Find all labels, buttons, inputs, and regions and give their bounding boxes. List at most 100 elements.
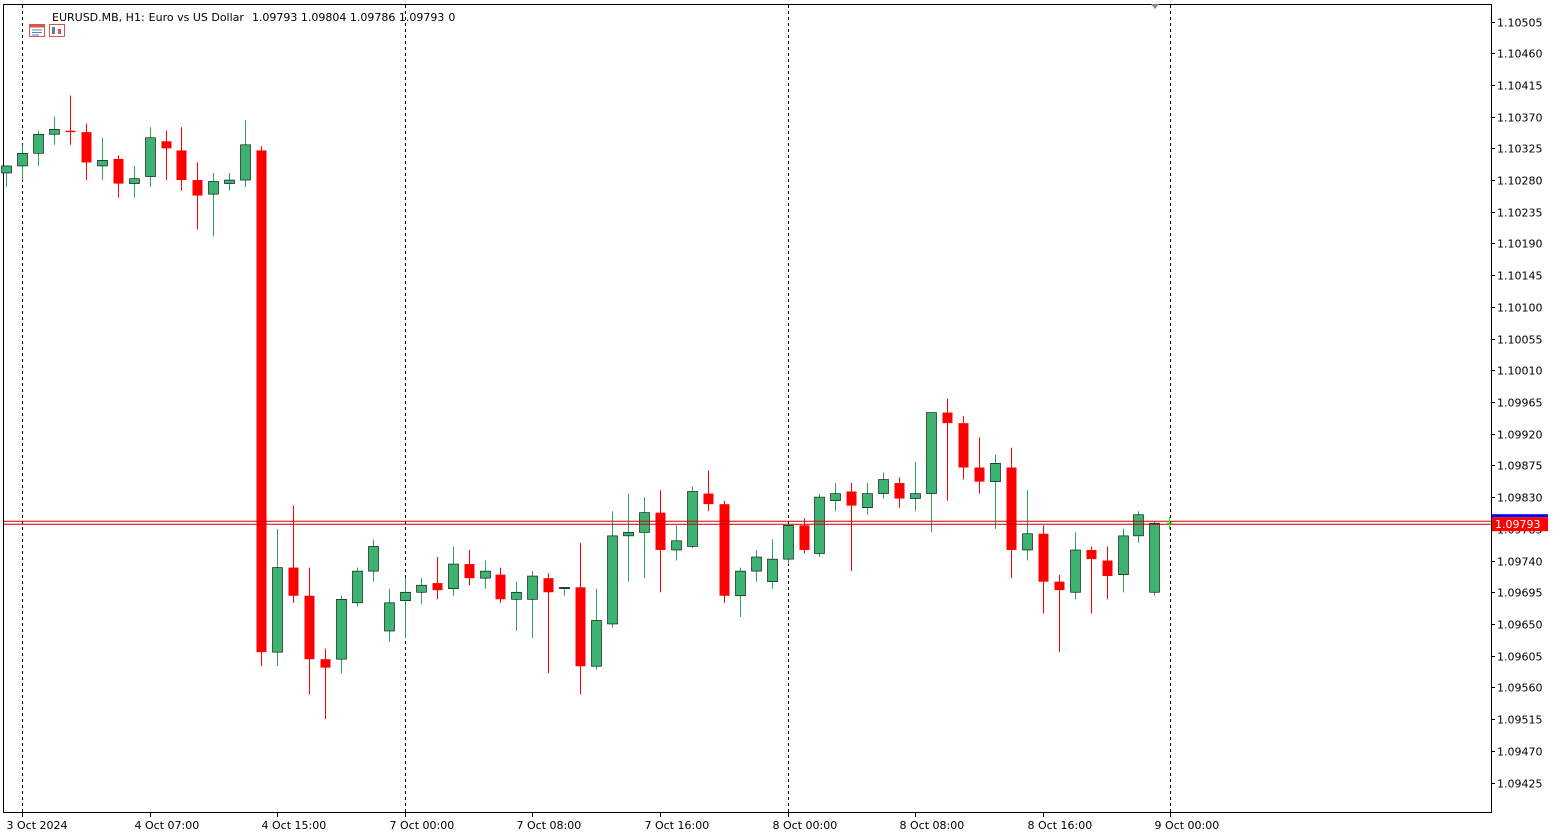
candle [272, 528, 283, 667]
y-axis-tick-label: 1.09470 [1497, 746, 1543, 759]
y-axis-tick-label: 1.10190 [1497, 238, 1543, 251]
y-axis-tick-label: 1.10145 [1497, 270, 1543, 283]
candle-body [368, 546, 379, 572]
candle-body [799, 525, 810, 550]
y-axis-tick-label: 1.10055 [1497, 334, 1543, 347]
candle-body [416, 584, 427, 593]
candle [1, 165, 12, 188]
candle [65, 95, 76, 145]
x-axis-tick-label: 9 Oct 00:00 [1155, 819, 1220, 832]
chart-symbol-icon[interactable] [28, 11, 65, 37]
candle-body [1102, 560, 1113, 577]
candle [543, 573, 554, 674]
candle [145, 127, 156, 188]
candle [400, 578, 411, 639]
candle [224, 172, 235, 191]
x-axis-tick-label: 8 Oct 00:00 [773, 819, 838, 832]
y-axis-tick-label: 1.09515 [1497, 714, 1543, 727]
candle-body [480, 570, 491, 579]
y-axis-tick-label: 1.10010 [1497, 365, 1543, 378]
candle [304, 567, 315, 695]
candle [559, 587, 570, 596]
candle-body [432, 583, 443, 591]
candle-body [448, 563, 459, 590]
candle [1006, 447, 1017, 579]
candle-body [161, 141, 172, 149]
candle [799, 518, 810, 554]
candle-body [735, 570, 746, 597]
volume-value: 0 [448, 10, 456, 24]
candle-body [814, 496, 825, 554]
candle-body [894, 483, 905, 499]
candle [192, 162, 203, 230]
candle-body [1149, 522, 1160, 593]
candle-body [958, 423, 969, 468]
y-axis-tick-label: 1.10325 [1497, 143, 1543, 156]
candle-body [1086, 549, 1097, 560]
candle-body [751, 556, 762, 572]
candle-body [224, 179, 235, 184]
x-axis-tick-label: 7 Oct 00:00 [390, 819, 455, 832]
candle-body [639, 512, 650, 533]
candle [129, 165, 140, 198]
candle-body [320, 659, 331, 668]
candle-body [65, 130, 76, 133]
candle-body [495, 574, 506, 600]
candle-body [176, 150, 187, 181]
candle [926, 412, 937, 533]
candle-body [1070, 549, 1081, 593]
y-axis-tick-label: 1.09740 [1497, 556, 1543, 569]
candle-body [1, 165, 12, 174]
candle [336, 595, 347, 674]
y-axis-tick-label: 1.09605 [1497, 651, 1543, 664]
candle [767, 539, 778, 589]
candle [1102, 546, 1113, 600]
candle [511, 581, 522, 632]
candle-body [81, 132, 92, 163]
candle [240, 120, 251, 188]
candle [671, 525, 682, 561]
candle [655, 490, 666, 593]
candle-body [655, 512, 666, 550]
candle [81, 123, 92, 181]
candle [1054, 574, 1065, 653]
candle [1038, 525, 1049, 614]
candle-body [783, 525, 794, 560]
chart-window-icon[interactable] [8, 11, 45, 37]
candle-body [703, 493, 714, 505]
candle-body [527, 575, 538, 600]
candle-body [846, 491, 857, 506]
candle-body [256, 150, 267, 653]
candle [464, 549, 475, 586]
candle [17, 144, 28, 181]
candle-body [830, 493, 841, 501]
candle [910, 461, 921, 512]
candle-body [304, 595, 315, 660]
candle [1149, 521, 1160, 596]
candle [687, 486, 698, 548]
candle-body [591, 620, 602, 667]
x-axis-tick-label: 7 Oct 08:00 [517, 819, 582, 832]
candle [783, 525, 794, 565]
candle [1133, 511, 1144, 543]
candle [320, 648, 331, 720]
candle [990, 454, 1001, 529]
candle-body [575, 587, 586, 667]
candle [814, 493, 825, 558]
y-axis-tick-label: 1.09830 [1497, 492, 1543, 505]
y-axis-tick-label: 1.09965 [1497, 397, 1543, 410]
candle [208, 172, 219, 237]
candle [49, 116, 60, 145]
candle-body [129, 178, 140, 184]
y-axis-tick-label: 1.10415 [1497, 80, 1543, 93]
candle-body [400, 591, 411, 602]
candle-body [1038, 533, 1049, 582]
candle-body [974, 467, 985, 482]
x-axis-tick-label: 4 Oct 07:00 [135, 819, 200, 832]
candle [974, 437, 985, 494]
candle-body [926, 412, 937, 494]
candle-body [910, 493, 921, 499]
y-axis-tick-label: 1.09560 [1497, 682, 1543, 695]
